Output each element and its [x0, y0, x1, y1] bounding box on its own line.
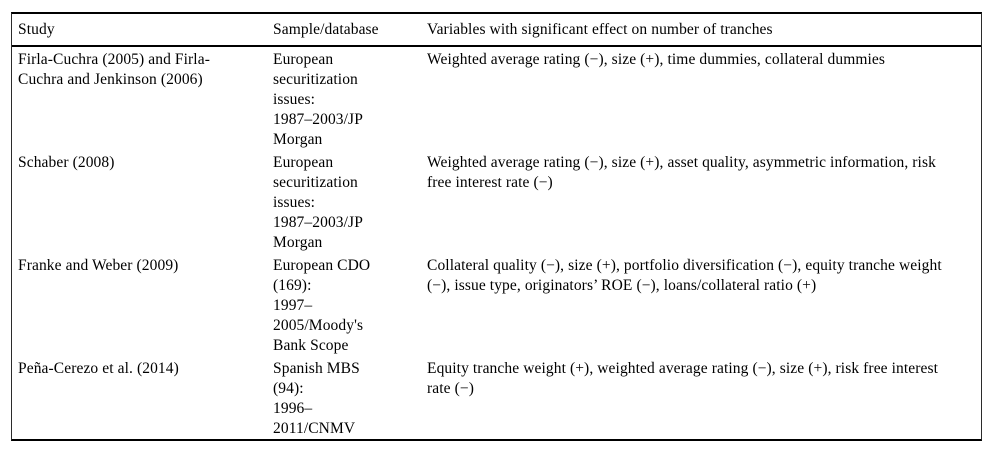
- table-row: Firla-Cuchra (2005) and Firla- Cuchra an…: [12, 47, 981, 150]
- sample-cell: European securitization issues: 1987–200…: [273, 51, 363, 148]
- col-header-sample-database: Sample/database: [273, 21, 379, 38]
- studies-table: Study Sample/database Variables with sig…: [11, 12, 982, 441]
- variables-cell: Equity tranche weight (+), weighted aver…: [427, 360, 939, 397]
- sample-cell: Spanish MBS (94): 1996– 2011/CNMV: [273, 360, 360, 437]
- study-cell: Schaber (2008): [18, 154, 115, 171]
- variables-cell: Weighted average rating (−), size (+), t…: [427, 51, 886, 68]
- sample-cell: European CDO (169): 1997– 2005/Moody's B…: [273, 257, 371, 354]
- table-header-row: Study Sample/database Variables with sig…: [12, 14, 981, 47]
- table-body: Firla-Cuchra (2005) and Firla- Cuchra an…: [12, 47, 981, 439]
- study-cell: Peña-Cerezo et al. (2014): [18, 360, 179, 377]
- study-cell: Firla-Cuchra (2005) and Firla- Cuchra an…: [18, 51, 210, 88]
- study-cell: Franke and Weber (2009): [18, 257, 179, 274]
- sample-cell: European securitization issues: 1987–200…: [273, 154, 363, 251]
- variables-cell: Collateral quality (−), size (+), portfo…: [427, 257, 942, 294]
- table-row: Peña-Cerezo et al. (2014) Spanish MBS (9…: [12, 356, 981, 439]
- variables-cell: Weighted average rating (−), size (+), a…: [427, 154, 936, 191]
- col-header-study: Study: [18, 21, 55, 38]
- table-row: Schaber (2008) European securitization i…: [12, 150, 981, 253]
- col-header-variables: Variables with significant effect on num…: [427, 21, 773, 38]
- table-row: Franke and Weber (2009) European CDO (16…: [12, 253, 981, 356]
